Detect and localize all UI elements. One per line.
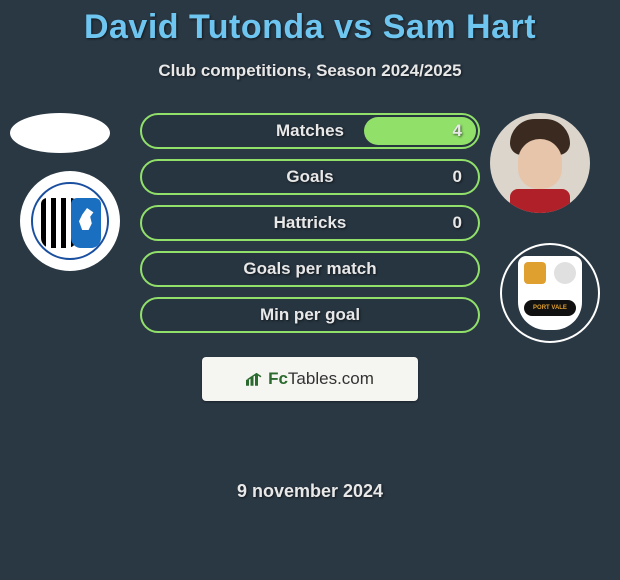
player-left-photo-placeholder (10, 113, 110, 153)
player-right-photo (490, 113, 590, 213)
club-right-band: PORT VALE (524, 300, 576, 316)
comparison-infographic: David Tutonda vs Sam Hart Club competiti… (0, 0, 620, 502)
stat-row: Goals per match (140, 251, 480, 287)
stat-label: Matches (276, 121, 344, 141)
gillingham-badge-icon (31, 182, 109, 260)
club-left-badge (20, 171, 120, 271)
port-vale-badge-icon: PORT VALE (518, 256, 582, 330)
brand-prefix: Fc (268, 369, 288, 388)
bars-icon (246, 372, 264, 386)
stats-list: Matches 4 Goals 0 Hattricks 0 Goals per match M… (140, 113, 480, 343)
stat-value-right: 0 (453, 167, 462, 187)
stat-row: Matches 4 (140, 113, 480, 149)
main-area: PORT VALE Matches4Goals0Hattricks0Goals … (0, 113, 620, 413)
stat-row: Hattricks 0 (140, 205, 480, 241)
stat-label: Goals (286, 167, 333, 187)
stat-label: Min per goal (260, 305, 360, 325)
stat-value-right: 0 (453, 213, 462, 233)
stat-label: Hattricks (274, 213, 347, 233)
stat-row: Goals 0 (140, 159, 480, 195)
date-line: 9 november 2024 (0, 481, 620, 502)
stat-label: Goals per match (243, 259, 376, 279)
stat-value-right: 4 (453, 121, 462, 141)
club-right-badge: PORT VALE (500, 243, 600, 343)
stat-row: Min per goal (140, 297, 480, 333)
brand-text: FcTables.com (268, 369, 374, 389)
brand-suffix: Tables.com (288, 369, 374, 388)
page-title: David Tutonda vs Sam Hart (0, 0, 620, 47)
page-subtitle: Club competitions, Season 2024/2025 (0, 61, 620, 81)
fctables-watermark: FcTables.com (202, 357, 418, 401)
